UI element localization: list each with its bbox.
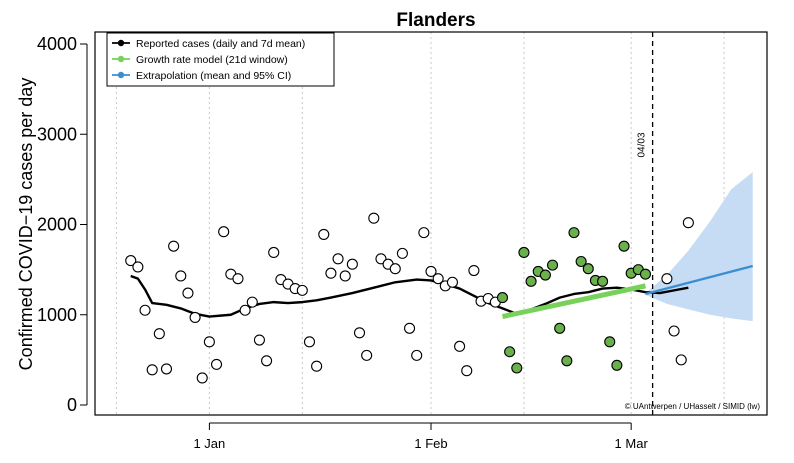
growth-point xyxy=(575,255,587,268)
ci-band-layer xyxy=(645,172,753,322)
growth-point xyxy=(496,292,509,304)
legend: Reported cases (daily and 7d mean) Growt… xyxy=(106,32,335,87)
growth-point xyxy=(561,355,573,367)
reported-point xyxy=(253,334,265,346)
reported-point xyxy=(182,287,194,299)
reported-point xyxy=(353,327,366,339)
growth-point xyxy=(618,240,630,252)
legend-marker-reported xyxy=(117,39,125,47)
y-tick-label: 3000 xyxy=(37,124,77,144)
growth-point xyxy=(597,275,609,287)
reported-point xyxy=(668,325,680,337)
ci-band xyxy=(645,172,753,322)
reported-point xyxy=(218,226,230,238)
reported-point xyxy=(261,355,273,367)
y-tick-label: 4000 xyxy=(37,34,77,54)
reported-point xyxy=(125,255,137,267)
growth-point xyxy=(539,269,551,281)
reported-point xyxy=(325,267,337,279)
legend-box xyxy=(106,32,335,87)
reported-point xyxy=(153,328,165,340)
y-axis-label: Confirmed COVID−19 cases per day xyxy=(16,78,36,371)
legend-item-reported: Reported cases (daily and 7d mean) xyxy=(112,38,305,50)
growth-point xyxy=(554,322,566,334)
reported-point xyxy=(246,296,258,308)
reported-point xyxy=(346,258,358,270)
reported-point xyxy=(404,322,416,334)
reported-point xyxy=(454,340,466,352)
reported-point xyxy=(132,261,144,273)
reported-point xyxy=(139,304,151,316)
reported-point xyxy=(168,240,180,252)
reported-point xyxy=(175,270,187,282)
legend-label-reported: Reported cases (daily and 7d mean) xyxy=(136,38,305,50)
reported-point xyxy=(661,273,673,285)
x-tick-label: 1 Jan xyxy=(193,436,225,451)
y-tick-label: 0 xyxy=(67,395,77,415)
reported-point xyxy=(232,273,244,285)
series-points xyxy=(125,212,694,384)
reported-point xyxy=(296,284,308,296)
reported-point xyxy=(210,358,223,370)
growth-point xyxy=(518,246,530,259)
reported-point xyxy=(418,227,430,239)
reported-point xyxy=(411,349,423,361)
legend-label-growth: Growth rate model (21d window) xyxy=(136,54,288,66)
reported-point xyxy=(368,212,380,224)
legend-label-extrapolation: Extrapolation (mean and 95% CI) xyxy=(136,70,291,82)
reported-point xyxy=(339,270,351,282)
reported-point xyxy=(189,311,201,324)
x-axis: 1 Jan 1 Feb 1 Mar xyxy=(193,422,649,451)
growth-point xyxy=(568,227,580,239)
legend-marker-growth xyxy=(117,55,125,63)
reported-point xyxy=(432,273,444,285)
reported-point xyxy=(268,246,280,259)
reported-point xyxy=(396,247,408,259)
reported-point xyxy=(361,349,373,361)
y-axis: 0 1000 2000 3000 4000 xyxy=(37,34,88,415)
reported-point xyxy=(303,336,316,348)
legend-item-extrapolation: Extrapolation (mean and 95% CI) xyxy=(112,70,291,82)
reported-point xyxy=(203,336,215,348)
y-tick-label: 1000 xyxy=(37,305,77,325)
growth-point xyxy=(582,263,594,275)
growth-point xyxy=(511,362,523,374)
growth-point xyxy=(611,359,623,371)
reported-point xyxy=(311,360,323,372)
reported-point xyxy=(682,217,694,229)
reported-point xyxy=(196,372,208,384)
reported-point xyxy=(239,304,251,316)
growth-point xyxy=(604,336,616,348)
reported-point xyxy=(461,365,473,377)
y-tick-label: 2000 xyxy=(37,215,77,235)
growth-point xyxy=(546,259,559,271)
vline-label: 04/03 xyxy=(637,132,648,157)
series-lines xyxy=(130,264,754,319)
reported-point xyxy=(332,253,344,265)
growth-point xyxy=(525,275,537,287)
reported-point xyxy=(389,263,401,275)
extrapolation-mean-line xyxy=(645,264,754,296)
legend-marker-extrapolation xyxy=(117,71,125,79)
reported-point xyxy=(446,276,458,288)
chart-title: Flanders xyxy=(396,10,475,31)
x-tick-label: 1 Mar xyxy=(615,436,649,451)
growth-fit-line xyxy=(501,283,646,319)
legend-item-growth: Growth rate model (21d window) xyxy=(112,54,288,66)
reported-point xyxy=(425,265,437,277)
growth-point xyxy=(504,346,516,358)
x-tick-label: 1 Feb xyxy=(414,436,447,451)
reported-point xyxy=(318,228,330,240)
reported-point xyxy=(160,363,173,375)
growth-point xyxy=(639,268,652,280)
reported-point xyxy=(468,264,480,277)
credit-annotation: © UAntwerpen / UHasselt / SIMID (lw) xyxy=(625,402,761,411)
reported-point xyxy=(675,354,687,366)
plot-frame xyxy=(94,31,768,416)
reported-point xyxy=(146,364,158,376)
